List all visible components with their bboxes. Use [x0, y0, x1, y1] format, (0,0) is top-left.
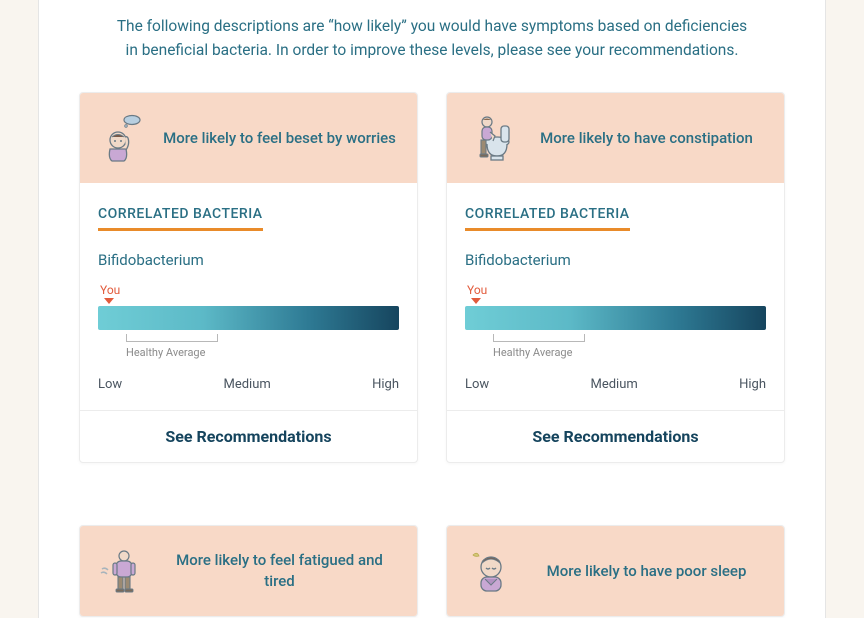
scale-high: High — [372, 377, 399, 392]
toilet-icon — [467, 114, 515, 162]
you-label: You — [467, 283, 766, 297]
level-bar — [98, 306, 399, 330]
card-title: More likely to have constipation — [529, 128, 764, 149]
card-header: More likely to have poor sleep — [447, 526, 784, 616]
symptom-card: More likely to have constipation CORRELA… — [446, 92, 785, 463]
symptom-card: More likely to have poor sleep — [446, 525, 785, 617]
intro-text: The following descriptions are “how like… — [92, 14, 772, 62]
fatigue-icon — [100, 547, 148, 595]
card-body: CORRELATED BACTERIA Bifidobacterium You … — [447, 183, 784, 410]
healthy-avg-label: Healthy Average — [493, 346, 766, 359]
scale-row: Low Medium High — [465, 377, 766, 392]
scale-medium: Medium — [590, 377, 637, 392]
card-title: More likely to feel fatigued and tired — [162, 550, 397, 592]
symptom-card: More likely to feel fatigued and tired — [79, 525, 418, 617]
bacteria-name: Bifidobacterium — [98, 251, 399, 269]
see-recommendations-button[interactable]: See Recommendations — [165, 427, 331, 446]
scale-low: Low — [465, 377, 489, 392]
card-header: More likely to have constipation — [447, 93, 784, 183]
card-footer: See Recommendations — [80, 410, 417, 462]
card-title: More likely to have poor sleep — [529, 561, 764, 582]
bacteria-name: Bifidobacterium — [465, 251, 766, 269]
scale-row: Low Medium High — [98, 377, 399, 392]
level-bar — [465, 306, 766, 330]
card-header: More likely to feel fatigued and tired — [80, 526, 417, 616]
you-marker-icon — [104, 298, 114, 304]
scale-low: Low — [98, 377, 122, 392]
card-footer: See Recommendations — [447, 410, 784, 462]
scale-medium: Medium — [223, 377, 270, 392]
healthy-bracket — [126, 334, 218, 342]
section-label: CORRELATED BACTERIA — [465, 206, 630, 231]
healthy-avg-label: Healthy Average — [126, 346, 399, 359]
card-title: More likely to feel beset by worries — [162, 128, 397, 149]
scale-high: High — [739, 377, 766, 392]
you-label: You — [100, 283, 399, 297]
symptom-card: More likely to feel beset by worries COR… — [79, 92, 418, 463]
cards-grid: More likely to feel beset by worries COR… — [39, 92, 825, 617]
worry-icon — [100, 114, 148, 162]
you-marker-icon — [471, 298, 481, 304]
section-label: CORRELATED BACTERIA — [98, 206, 263, 231]
sleep-icon — [467, 547, 515, 595]
card-body: CORRELATED BACTERIA Bifidobacterium You … — [80, 183, 417, 410]
healthy-bracket — [493, 334, 585, 342]
main-panel: The following descriptions are “how like… — [38, 0, 826, 618]
see-recommendations-button[interactable]: See Recommendations — [532, 427, 698, 446]
card-header: More likely to feel beset by worries — [80, 93, 417, 183]
